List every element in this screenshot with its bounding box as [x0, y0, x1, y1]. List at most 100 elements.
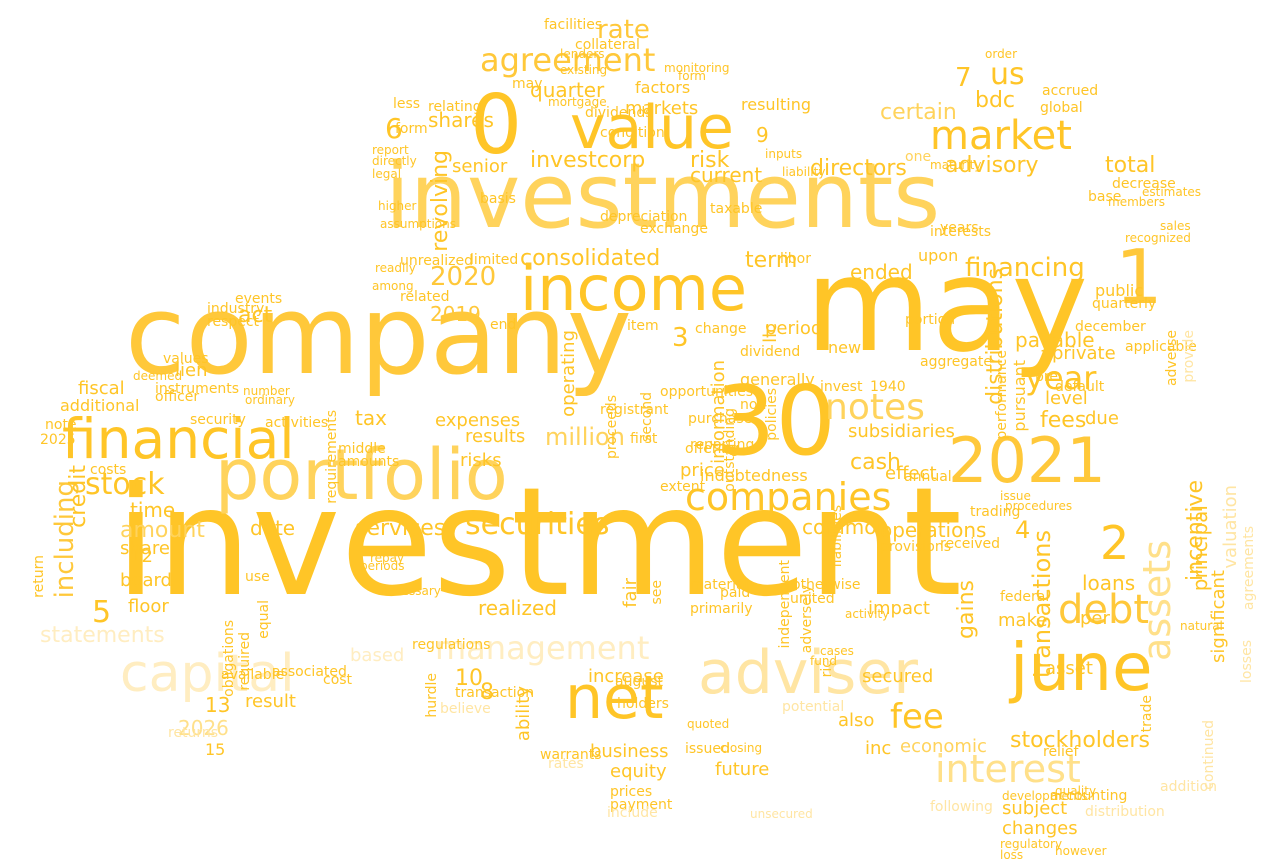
word: rates [548, 756, 584, 772]
word: periods [360, 559, 405, 573]
word: interests [930, 224, 992, 240]
word: paid [720, 585, 751, 601]
word: performance [994, 350, 1010, 440]
word: 0 [470, 78, 523, 173]
word: stock [85, 467, 165, 502]
word: 8 [480, 680, 494, 705]
word: investcorp [530, 148, 646, 173]
word: legal [372, 167, 402, 181]
word: related [400, 289, 450, 305]
word: assets [1135, 540, 1179, 661]
word: 4 [1015, 516, 1031, 544]
word: financial [62, 407, 295, 471]
word: investment [115, 456, 963, 630]
word: secured [862, 666, 934, 687]
word: otherwise [792, 577, 861, 593]
word: rate [597, 15, 650, 45]
word: 9 [756, 123, 769, 147]
word: one [905, 149, 932, 165]
word: securities [465, 507, 610, 542]
word: fees [1040, 408, 1087, 433]
word: applicable [1125, 339, 1197, 355]
word: registrant [600, 402, 669, 418]
word: 12 [130, 546, 153, 567]
word: primarily [690, 601, 753, 617]
word: period [765, 318, 823, 339]
word: result [245, 691, 296, 712]
word: returns [168, 725, 219, 741]
word: investments [385, 144, 941, 249]
word: year [1025, 359, 1097, 397]
word: associated [272, 664, 347, 680]
word: financing [965, 253, 1085, 283]
word: per [1080, 608, 1110, 629]
word: equal [256, 600, 272, 639]
word: taxable [710, 201, 763, 217]
word: generally [740, 370, 815, 389]
word: public [1095, 281, 1144, 300]
word: statements [40, 623, 165, 648]
word: fair [620, 578, 641, 608]
word: market [930, 113, 1072, 159]
word: events [235, 291, 283, 307]
word: amount [120, 518, 205, 543]
word: due [1085, 408, 1119, 429]
word: act [238, 303, 273, 328]
word: relief [1043, 744, 1079, 760]
word: lien [175, 360, 208, 381]
word: dividends [585, 105, 653, 121]
word: directors [810, 156, 907, 181]
word: impact [868, 598, 930, 619]
word: quoted [687, 717, 730, 731]
word: consolidated [520, 246, 661, 271]
word: collateral [575, 37, 640, 53]
word: extent [660, 479, 706, 495]
word: changes [1002, 818, 1078, 839]
word: issue [1000, 489, 1031, 503]
word: notes [825, 387, 925, 428]
word: assumptions [380, 217, 457, 231]
word: tax [355, 406, 387, 430]
word: available [221, 667, 285, 683]
word: use [245, 569, 270, 585]
word: base [1088, 189, 1122, 205]
word: 2019 [430, 302, 481, 326]
word: unsecured [750, 807, 813, 821]
word: fee [890, 697, 944, 737]
word: advisory [945, 153, 1039, 178]
word: regulatory [1000, 837, 1063, 851]
word: price [680, 460, 725, 481]
word: quarterly [1092, 296, 1157, 312]
word: principal [1188, 505, 1212, 592]
word: distribution [1085, 804, 1165, 820]
word: offering [685, 441, 740, 457]
word: time [130, 498, 176, 522]
word: following [930, 799, 993, 815]
word: based [350, 645, 405, 666]
word: pre [1035, 369, 1058, 385]
word: loans [1082, 571, 1136, 595]
word: 2026 [178, 716, 229, 740]
word: may [805, 229, 1089, 381]
word: loss [1000, 848, 1024, 862]
word: significant [1208, 570, 1229, 663]
word: capital [120, 644, 295, 704]
word: note [45, 417, 77, 433]
word: interest [935, 747, 1081, 791]
word: lenders [560, 47, 605, 61]
word: provide [1181, 330, 1197, 383]
word: agreement [480, 41, 656, 79]
word: term [745, 248, 798, 273]
word: private [1052, 343, 1116, 364]
word: million [545, 423, 625, 451]
word: united [790, 591, 835, 607]
word: non [740, 397, 767, 413]
word: among [372, 279, 414, 293]
word: monitoring [664, 61, 730, 75]
word: mortgage [548, 95, 607, 109]
word: higher [378, 199, 417, 213]
word: make [998, 610, 1048, 631]
word: depreciation [600, 209, 688, 225]
word: 13 [205, 693, 231, 717]
word: report [372, 143, 409, 157]
